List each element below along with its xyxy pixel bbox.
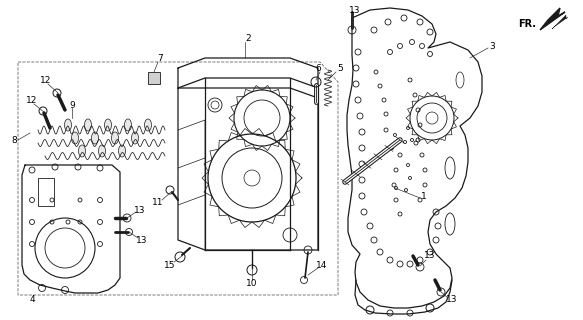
- Text: 13: 13: [424, 252, 436, 260]
- Ellipse shape: [79, 145, 86, 157]
- Text: 13: 13: [136, 236, 147, 244]
- Text: 13: 13: [349, 5, 361, 14]
- Ellipse shape: [111, 132, 118, 144]
- Ellipse shape: [99, 145, 106, 157]
- Ellipse shape: [72, 132, 79, 144]
- Ellipse shape: [104, 119, 111, 131]
- Text: 12: 12: [26, 95, 38, 105]
- Text: 15: 15: [164, 261, 175, 270]
- Bar: [38, 178, 54, 206]
- Text: 4: 4: [29, 295, 35, 305]
- Ellipse shape: [145, 119, 152, 131]
- Text: 14: 14: [317, 260, 328, 269]
- Text: 10: 10: [246, 278, 258, 287]
- Text: 8: 8: [11, 135, 17, 145]
- Text: 1: 1: [421, 191, 427, 201]
- Text: 2: 2: [245, 34, 251, 43]
- Text: 7: 7: [157, 53, 163, 62]
- Ellipse shape: [132, 132, 139, 144]
- Ellipse shape: [125, 119, 132, 131]
- Text: 13: 13: [134, 205, 146, 214]
- Ellipse shape: [92, 132, 99, 144]
- Text: 6: 6: [315, 63, 321, 73]
- Text: 3: 3: [489, 42, 495, 51]
- Polygon shape: [552, 15, 568, 29]
- Text: 9: 9: [69, 100, 75, 109]
- Ellipse shape: [85, 119, 92, 131]
- Text: 12: 12: [40, 76, 52, 84]
- Polygon shape: [540, 8, 565, 30]
- Bar: [148, 72, 160, 84]
- Ellipse shape: [118, 145, 125, 157]
- Text: 13: 13: [446, 295, 458, 305]
- Text: FR.: FR.: [518, 19, 536, 29]
- Text: 11: 11: [152, 197, 164, 206]
- Text: 5: 5: [337, 63, 343, 73]
- Ellipse shape: [65, 119, 72, 131]
